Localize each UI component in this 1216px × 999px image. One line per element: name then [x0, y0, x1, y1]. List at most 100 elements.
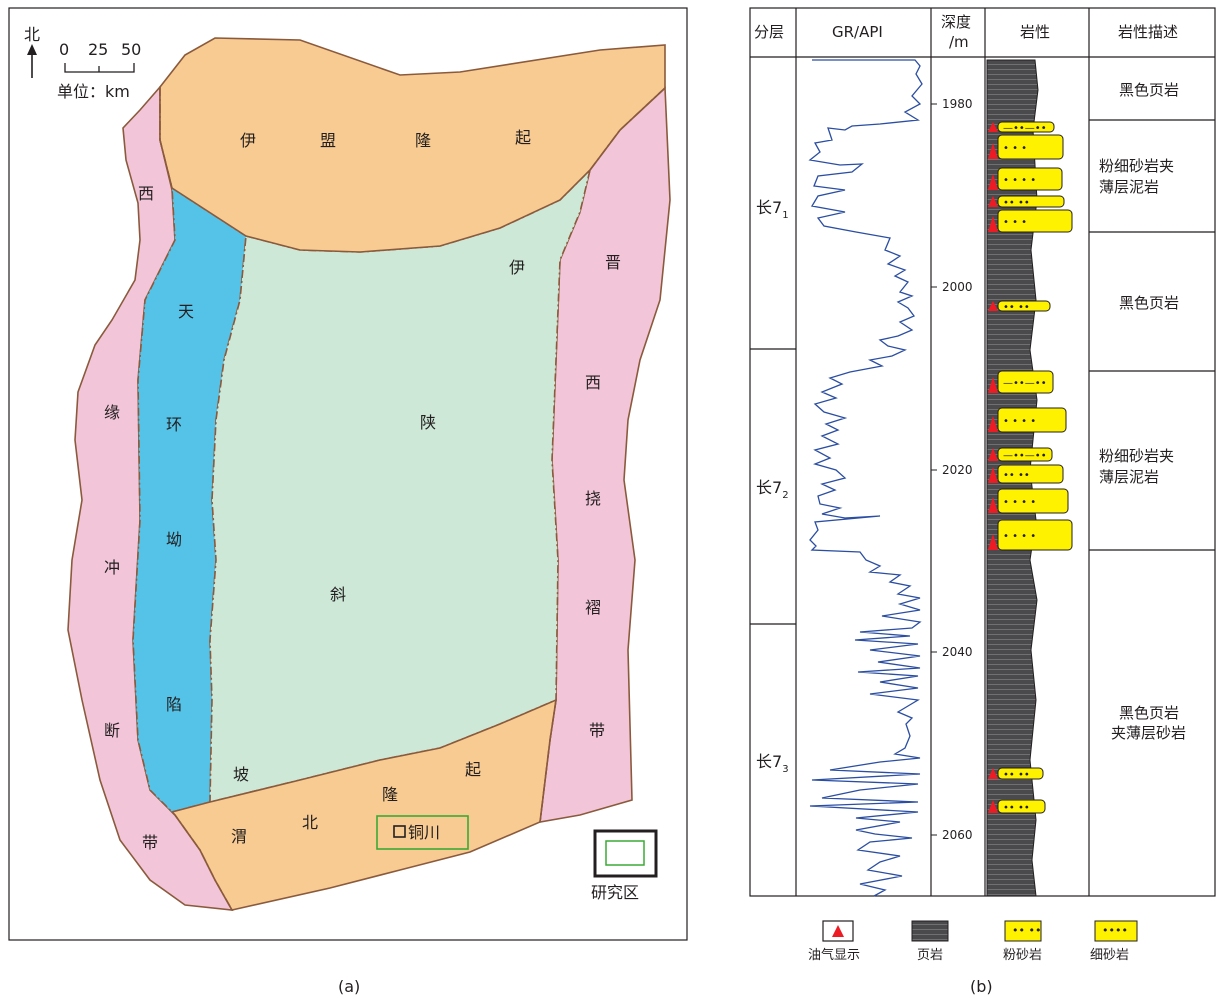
label-yimeng-4: 起 [515, 128, 531, 147]
unit-boundaries [159, 87, 666, 911]
gr-curve [808, 59, 923, 897]
label-weibei-1: 渭 [231, 827, 247, 846]
desc-1: 黑色页岩 [1119, 81, 1179, 99]
tongchuan-label: 铜川 [408, 823, 440, 842]
oil-show-icon [988, 448, 998, 461]
oil-show-icon [988, 216, 998, 232]
oil-show-icon [988, 534, 998, 550]
svg-text:• • • •: • • • • [1003, 416, 1036, 427]
svg-text:•• ••: •• •• [1003, 770, 1030, 781]
layer-chang71: 长71 [756, 198, 789, 221]
legend-siltstone-swatch [1004, 920, 1042, 942]
label-yishan-3: 斜 [330, 585, 346, 604]
label-tianhuan-1: 天 [178, 302, 194, 321]
header-gr: GR/API [832, 23, 883, 41]
desc-2-line-2: 薄层泥岩 [1099, 178, 1159, 196]
legend-shale-swatch [911, 920, 949, 942]
label-yimeng-3: 隆 [415, 131, 431, 150]
oil-show-icon [988, 196, 998, 207]
lithology-descriptions: 黑色页岩 粉细砂岩夹 薄层泥岩 黑色页岩 粉细砂岩夹 薄层泥岩 黑色页岩 夹薄层… [1099, 81, 1186, 742]
sand-bed: • • • [988, 209, 1073, 233]
header-depth: 深度 [941, 13, 971, 31]
scale-tick-0: 0 [59, 40, 69, 59]
header-layer: 分层 [754, 23, 784, 41]
sand-bed: —••—•• [988, 370, 1054, 394]
desc-3: 黑色页岩 [1119, 294, 1179, 312]
label-west-1: 西 [138, 184, 154, 203]
svg-text:• • • •: • • • • [1003, 531, 1036, 542]
scale-unit: 单位：km [57, 82, 130, 101]
legend-siltstone-label: 粉砂岩 [1003, 948, 1042, 963]
panel-a-map: 北 0 25 50 单位：km 伊 盟 隆 起 西 缘 冲 断 带 天 环 坳 … [8, 7, 688, 996]
label-west-5: 带 [142, 833, 158, 852]
depth-tick-2000: 2000 [942, 280, 973, 294]
legend-fine-sand-label: 细砂岩 [1090, 948, 1129, 963]
desc-4-line-2: 薄层泥岩 [1099, 468, 1159, 486]
svg-text:• • • •: • • • • [1003, 175, 1036, 186]
scale-tick-50: 50 [121, 40, 141, 59]
svg-text:••••: •••• [1102, 924, 1128, 937]
oil-show-icon [988, 143, 998, 159]
svg-text:• • •: • • • [1003, 143, 1027, 154]
sand-bed: • • • • [988, 488, 1069, 514]
sand-bed: —••—•• [988, 447, 1053, 462]
svg-text:•• ••: •• •• [1003, 198, 1030, 209]
svg-text:•• ••: •• •• [1003, 803, 1030, 814]
log-frame [749, 7, 1216, 897]
label-jinxi-5: 带 [589, 721, 605, 740]
sand-bed: • • • • [988, 407, 1067, 433]
label-jinxi-4: 褶 [585, 598, 601, 617]
svg-text:• • • •: • • • • [1003, 497, 1036, 508]
sand-bed: •• •• [988, 767, 1044, 781]
oil-show-icon [988, 768, 998, 779]
scale-tick-25: 25 [88, 40, 108, 59]
header-description: 岩性描述 [1118, 23, 1178, 41]
svg-text:•• ••: •• •• [1012, 924, 1041, 937]
label-tianhuan-3: 坳 [166, 530, 182, 549]
label-yishan-4: 坡 [233, 765, 249, 784]
sand-bed: •• •• [988, 195, 1065, 209]
header-depth-unit: /m [949, 33, 969, 51]
log-legend: 油气显示 页岩 •• •• 粉砂岩 •••• 细砂岩 [808, 920, 1138, 963]
depth-tick-1980: 1980 [942, 97, 973, 111]
scale-bar: 0 25 50 单位：km [57, 40, 141, 101]
study-area-legend-swatch [605, 840, 645, 866]
layer-chang73: 长73 [756, 752, 789, 775]
oil-show-icon [988, 174, 998, 190]
region-labels: 伊 盟 隆 起 西 缘 冲 断 带 天 环 坳 陷 伊 陕 斜 坡 晋 西 挠 … [104, 128, 621, 852]
svg-text:•• ••: •• •• [1003, 302, 1030, 313]
legend-fine-sand-swatch [1094, 920, 1138, 942]
weibei-uplift [170, 698, 558, 911]
sand-bed: • • • • [988, 519, 1073, 551]
label-tianhuan-2: 环 [166, 415, 182, 434]
oil-show-icon [988, 800, 998, 813]
oil-show-icon [988, 416, 998, 432]
svg-text:• • •: • • • [1003, 217, 1027, 228]
label-jinxi-3: 挠 [585, 489, 601, 508]
label-west-2: 缘 [104, 403, 120, 422]
label-west-3: 冲 [104, 558, 120, 577]
depth-tick-2020: 2020 [942, 463, 973, 477]
label-yishan-1: 伊 [509, 258, 525, 277]
sand-bed: • • • [988, 134, 1064, 160]
sand-bed: •• •• [988, 464, 1064, 484]
label-jinxi-2: 西 [585, 373, 601, 392]
label-yimeng-1: 伊 [240, 131, 256, 150]
north-label: 北 [24, 25, 40, 44]
oil-show-icon [988, 467, 998, 483]
caption-a: (a) [338, 977, 360, 996]
legend-oil-label: 油气显示 [808, 947, 860, 963]
sand-bed: • • • • [988, 167, 1063, 191]
label-west-4: 断 [104, 721, 120, 740]
label-yishan-2: 陕 [420, 413, 436, 432]
svg-text:—••—••: —••—•• [1003, 123, 1047, 134]
label-tianhuan-4: 陷 [166, 695, 182, 714]
layer-labels: 长71 长72 长73 [756, 198, 789, 775]
study-area-marker: 铜川 [376, 815, 469, 850]
legend-study-area-label: 研究区 [591, 883, 639, 902]
map-legend: 研究区 [591, 829, 658, 902]
layer-chang72: 长72 [756, 478, 789, 501]
oil-show-icon [988, 301, 998, 311]
